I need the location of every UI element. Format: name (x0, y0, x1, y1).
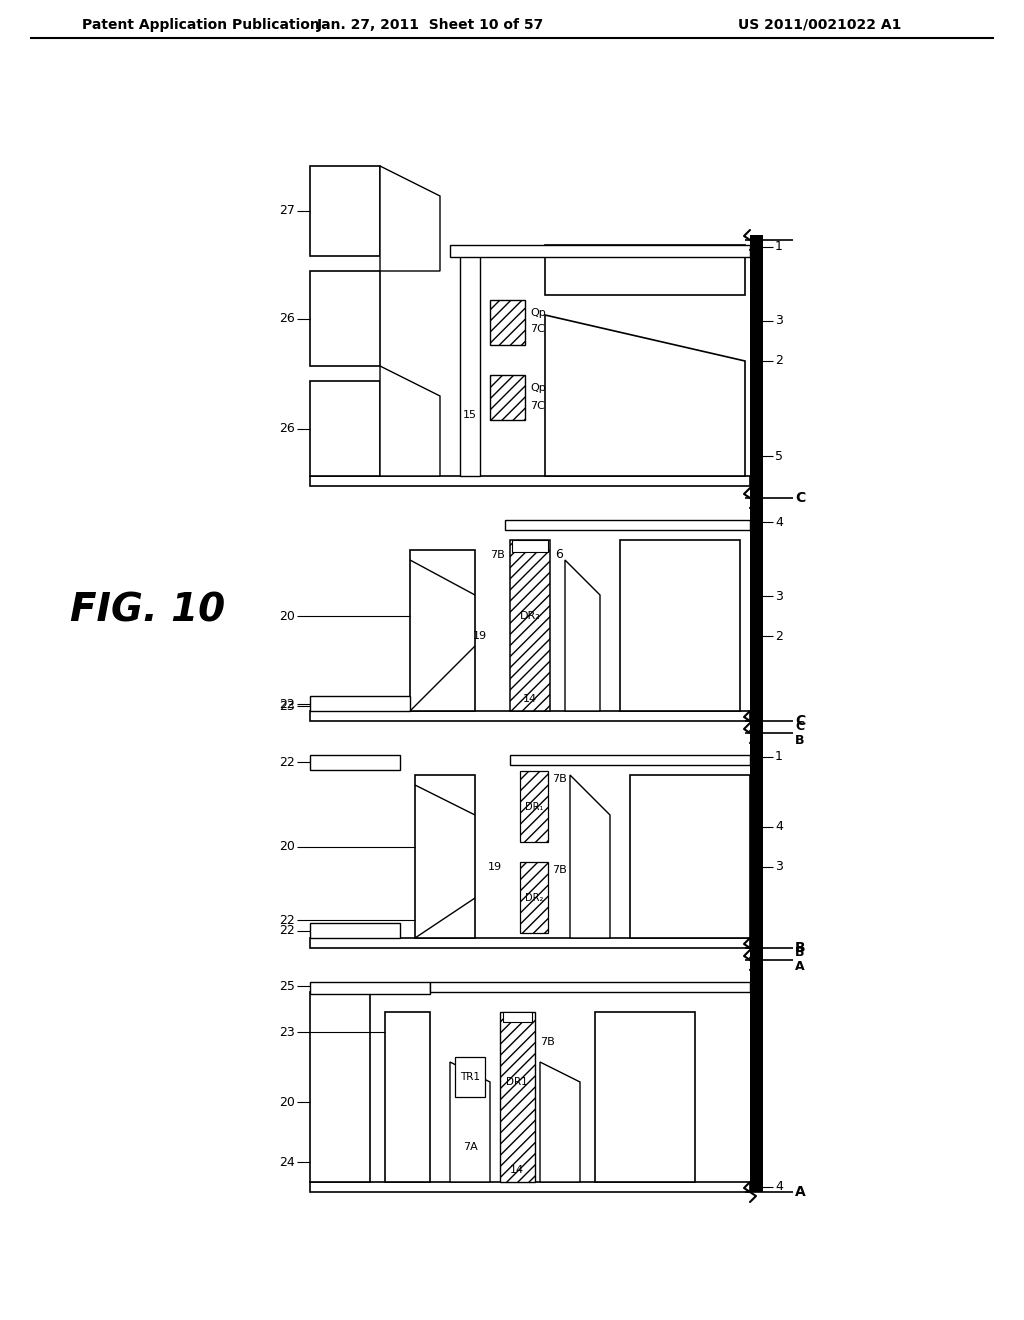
Text: 24: 24 (280, 1155, 295, 1168)
Bar (490, 375, 525, 420)
Bar (310, 696, 410, 711)
Text: 4: 4 (775, 821, 783, 833)
Text: 14: 14 (510, 1166, 524, 1175)
Bar (620, 540, 740, 711)
Text: C: C (795, 719, 804, 733)
Text: 7A: 7A (463, 1142, 477, 1152)
Text: DR1: DR1 (506, 1077, 528, 1086)
Text: 22: 22 (280, 697, 295, 710)
Text: DR₁: DR₁ (525, 803, 543, 812)
Text: B: B (795, 946, 805, 960)
Text: C: C (795, 491, 805, 506)
Bar (310, 993, 370, 1181)
Bar (310, 1181, 750, 1192)
Text: 5: 5 (775, 450, 783, 462)
Bar (310, 166, 380, 256)
Text: 26: 26 (280, 313, 295, 326)
Bar (430, 982, 750, 993)
Polygon shape (565, 560, 600, 711)
Bar (490, 300, 525, 345)
Bar (410, 550, 475, 711)
Polygon shape (570, 775, 610, 939)
Polygon shape (540, 1063, 580, 1181)
Bar (750, 235, 763, 1192)
Text: 23: 23 (280, 1026, 295, 1039)
Text: 23: 23 (280, 700, 295, 713)
Polygon shape (380, 366, 440, 477)
Text: 3: 3 (775, 590, 783, 602)
Text: 4: 4 (775, 1180, 783, 1193)
Text: 7C: 7C (530, 401, 545, 411)
Text: Jan. 27, 2011  Sheet 10 of 57: Jan. 27, 2011 Sheet 10 of 57 (316, 18, 544, 32)
Text: DR₂: DR₂ (519, 611, 541, 620)
Text: 2: 2 (775, 355, 783, 367)
Text: 15: 15 (463, 411, 477, 420)
Bar (512, 540, 548, 552)
Text: US 2011/0021022 A1: US 2011/0021022 A1 (738, 18, 902, 32)
Text: 3: 3 (775, 314, 783, 327)
Text: Qp: Qp (530, 308, 546, 318)
Bar (310, 711, 750, 721)
Bar (455, 1057, 485, 1097)
Bar (450, 246, 750, 257)
Text: 19: 19 (488, 862, 502, 873)
Text: A: A (795, 961, 805, 974)
Text: 2: 2 (775, 630, 783, 643)
Text: 1: 1 (775, 240, 783, 253)
Bar (503, 1012, 532, 1022)
Bar (310, 381, 380, 477)
Text: 26: 26 (280, 422, 295, 436)
Bar (310, 923, 400, 939)
Bar (510, 540, 550, 711)
Text: TR1: TR1 (460, 1072, 480, 1082)
Polygon shape (380, 166, 440, 271)
Text: 3: 3 (775, 861, 783, 874)
Text: 20: 20 (280, 610, 295, 623)
Text: 27: 27 (280, 205, 295, 218)
Text: 20: 20 (280, 1096, 295, 1109)
Bar (630, 775, 750, 939)
Polygon shape (545, 246, 745, 294)
Text: C: C (795, 714, 805, 729)
Text: 7B: 7B (552, 774, 566, 784)
Text: 25: 25 (280, 979, 295, 993)
Bar (310, 755, 400, 770)
Text: 7B: 7B (490, 550, 505, 560)
Text: A: A (795, 1185, 806, 1199)
Text: 7C: 7C (530, 323, 545, 334)
Text: Qp: Qp (530, 383, 546, 393)
Bar (505, 520, 750, 531)
Bar (500, 1012, 535, 1181)
Text: B: B (795, 734, 805, 747)
Bar (510, 755, 750, 766)
Text: Patent Application Publication: Patent Application Publication (82, 18, 319, 32)
Text: 22: 22 (280, 924, 295, 937)
Text: 7B: 7B (552, 865, 566, 875)
Text: 7B: 7B (540, 1038, 555, 1047)
Bar (520, 771, 548, 842)
Text: DR₂: DR₂ (525, 894, 543, 903)
Polygon shape (545, 315, 745, 477)
Bar (310, 271, 380, 366)
Bar (415, 775, 475, 939)
Bar (310, 982, 430, 994)
Text: 6: 6 (555, 549, 563, 561)
Bar (460, 255, 480, 477)
Bar (310, 939, 750, 948)
Text: 22: 22 (280, 913, 295, 927)
Text: 14: 14 (523, 694, 537, 704)
Bar (385, 1012, 430, 1181)
Polygon shape (450, 1063, 490, 1181)
Text: 4: 4 (775, 516, 783, 528)
Text: 20: 20 (280, 841, 295, 854)
Bar (310, 477, 750, 486)
Bar (595, 1012, 695, 1181)
Text: 1: 1 (775, 751, 783, 763)
Text: B: B (795, 941, 806, 954)
Text: 19: 19 (473, 631, 487, 642)
Text: FIG. 10: FIG. 10 (71, 591, 225, 630)
Bar (520, 862, 548, 933)
Text: 22: 22 (280, 755, 295, 768)
